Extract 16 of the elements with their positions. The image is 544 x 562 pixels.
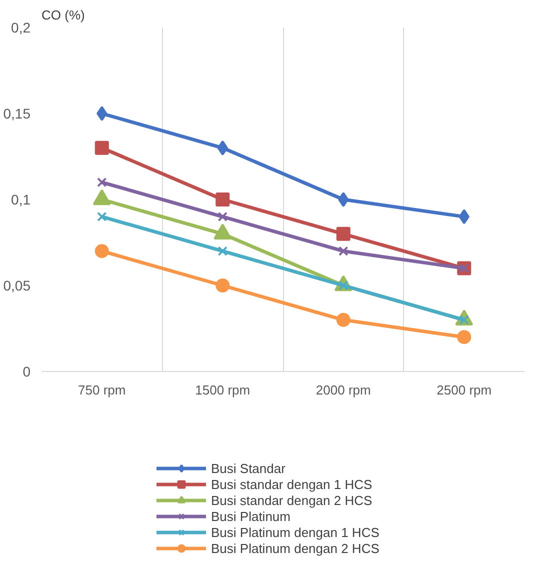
- x-tick-label: 2500 rpm: [436, 382, 492, 398]
- y-tick-label: 0,1: [11, 192, 31, 208]
- legend-label: Busi Platinum: [211, 508, 290, 524]
- legend-label: Busi Platinum dengan 2 HCS: [211, 540, 380, 556]
- legend-label: Busi standar dengan 1 HCS: [211, 476, 372, 492]
- legend-label: Busi Platinum dengan 1 HCS: [211, 524, 380, 540]
- y-tick-label: 0: [22, 364, 31, 380]
- x-tick-label: 1500 rpm: [195, 382, 250, 398]
- legend-label: Busi Standar: [211, 460, 286, 476]
- legend-label: Busi standar dengan 2 HCS: [211, 492, 372, 508]
- x-tick-label: 2000 rpm: [316, 382, 371, 398]
- y-axis-title: CO (%): [42, 8, 85, 22]
- x-tick-label: 750 rpm: [78, 382, 126, 398]
- y-tick-label: 0,15: [3, 106, 31, 122]
- y-tick-label: 0,05: [3, 278, 31, 294]
- y-tick-label: 0,2: [11, 20, 31, 36]
